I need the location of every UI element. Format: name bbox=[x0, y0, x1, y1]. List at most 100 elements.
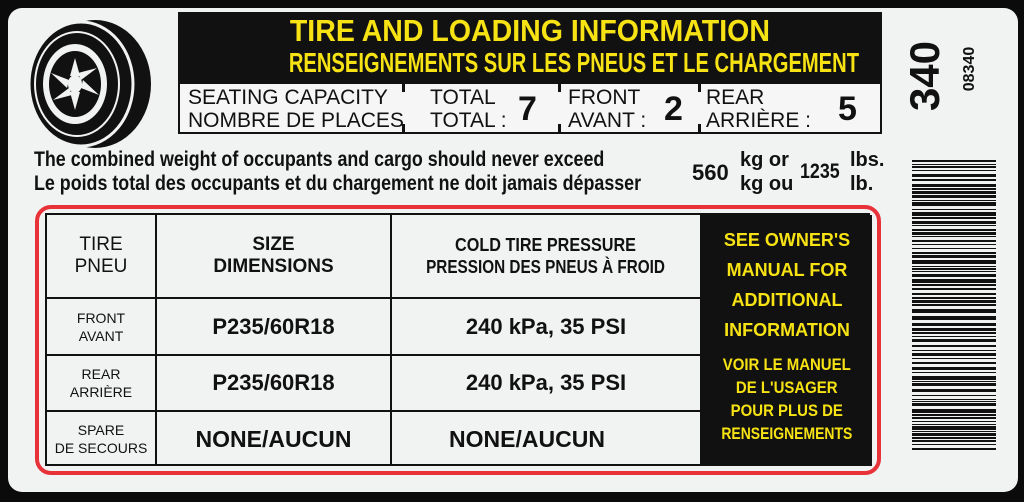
barcode-bar bbox=[912, 164, 996, 165]
barcode-bar bbox=[912, 376, 996, 380]
barcode-bar bbox=[912, 328, 996, 331]
row-rear-label: REAR ARRIÈRE bbox=[69, 366, 133, 400]
total-label-en: TOTAL bbox=[430, 86, 496, 109]
weight-lbs: 1235 bbox=[800, 160, 840, 183]
title-en: TIRE AND LOADING INFORMATION bbox=[289, 13, 771, 48]
barcode-bar bbox=[912, 252, 996, 254]
barcode-bar bbox=[912, 304, 996, 306]
total-label-fr: TOTAL : bbox=[430, 109, 507, 132]
barcode-bar bbox=[912, 184, 996, 187]
barcode-bar bbox=[912, 409, 996, 413]
barcode-bar bbox=[912, 284, 996, 286]
barcode-bar bbox=[912, 236, 996, 237]
barcode-bar bbox=[912, 437, 996, 439]
front-label-en: FRONT bbox=[568, 86, 641, 109]
barcode-bar bbox=[912, 248, 996, 249]
barcode-bar bbox=[912, 221, 996, 224]
barcode-bar bbox=[912, 160, 996, 162]
barcode-bar bbox=[912, 383, 996, 386]
barcode-bar bbox=[912, 381, 996, 382]
barcode-bar bbox=[912, 202, 996, 206]
barcode-bar bbox=[912, 421, 996, 422]
barcode-bar bbox=[912, 179, 996, 181]
barcode-bar bbox=[912, 212, 996, 216]
row-spare-pressure: NONE/AUCUN bbox=[449, 425, 605, 452]
barcode-bar bbox=[912, 448, 996, 450]
barcode-bar bbox=[912, 188, 996, 190]
barcode-bar bbox=[912, 195, 996, 198]
tire-pressure-table: TIRE PNEU SIZE DIMENSIONS COLD TIRE PRESSU… bbox=[45, 213, 872, 466]
barcode-bar bbox=[912, 166, 996, 168]
row-spare-size: NONE/AUCUN bbox=[195, 425, 352, 452]
rear-label-fr: ARRIÈRE : bbox=[706, 109, 812, 132]
red-border bbox=[35, 205, 881, 475]
barcode-bar bbox=[912, 350, 996, 351]
barcode-bar bbox=[912, 345, 996, 347]
barcode-bar bbox=[912, 309, 996, 313]
barcode-bar bbox=[912, 293, 996, 295]
lbs-en: lbs. bbox=[850, 149, 885, 171]
barcode-bar bbox=[912, 332, 996, 334]
barcode-bar bbox=[912, 323, 996, 326]
seating-label-en: SEATING CAPACITY bbox=[188, 86, 388, 109]
barcode-bar bbox=[912, 440, 996, 442]
weight-text-en: The combined weight of occupants and car… bbox=[34, 148, 605, 171]
barcode-bar bbox=[912, 274, 996, 277]
weight-statement: The combined weight of occupants and car… bbox=[34, 148, 748, 196]
barcode-bar bbox=[912, 372, 996, 373]
barcode-bar bbox=[912, 358, 996, 359]
barcode-bar bbox=[912, 426, 996, 430]
barcode-bar bbox=[912, 399, 996, 400]
barcode-bar bbox=[912, 271, 996, 272]
rear-value: 5 bbox=[838, 90, 857, 128]
barcode-bar bbox=[912, 336, 996, 337]
barcode-bar bbox=[912, 444, 996, 445]
barcode-bar bbox=[912, 225, 996, 226]
weight-text-fr: Le poids total des occupants et du charg… bbox=[34, 172, 642, 195]
barcode bbox=[912, 160, 996, 456]
total-value: 7 bbox=[518, 90, 537, 128]
header-tire: TIRE PNEU bbox=[74, 234, 128, 277]
barcode-bar bbox=[912, 362, 996, 364]
header-banner: TIRE AND LOADING INFORMATION RENSEIGNEME… bbox=[178, 12, 882, 82]
barcode-bar bbox=[912, 389, 996, 392]
row-rear-size: P235/60R18 bbox=[212, 370, 335, 395]
barcode-bar bbox=[912, 433, 996, 436]
barcode-bar bbox=[912, 244, 996, 245]
barcode-bar bbox=[912, 240, 996, 242]
barcode-bar bbox=[912, 414, 996, 416]
barcode-bar bbox=[912, 300, 996, 303]
barcode-bar bbox=[912, 229, 996, 231]
seating-label-fr: NOMBRE DE PLACES bbox=[188, 109, 404, 132]
row-front-pressure: 240 kPa, 35 PSI bbox=[465, 313, 627, 339]
row-front-label: FRONT AVANT bbox=[76, 309, 126, 344]
header-pressure: COLD TIRE PRESSURE PRESSION DES PNEUS À F… bbox=[426, 235, 666, 277]
row-rear-pressure: 240 kPa, 35 PSI bbox=[465, 370, 627, 395]
rear-label-en: REAR bbox=[706, 86, 765, 109]
barcode-bar bbox=[912, 316, 996, 320]
weight-kg: 560 bbox=[692, 160, 729, 185]
barcode-bar bbox=[912, 174, 996, 177]
barcode-bar bbox=[912, 200, 996, 201]
barcode-bar bbox=[912, 209, 996, 210]
barcode-bar bbox=[912, 417, 996, 419]
front-value: 2 bbox=[664, 90, 683, 128]
barcode-bar bbox=[912, 260, 996, 264]
code-large: 340 bbox=[901, 40, 948, 112]
barcode-bar bbox=[912, 232, 996, 235]
header-size: SIZE DIMENSIONS bbox=[213, 234, 334, 277]
row-spare-label: SPARE DE SECOURS bbox=[54, 422, 148, 456]
owners-manual-note: SEE OWNER'S MANUAL FOR ADDITIONAL INFORMATI… bbox=[702, 215, 872, 466]
barcode-bar bbox=[912, 353, 996, 356]
barcode-bar bbox=[912, 401, 996, 402]
barcode-bar bbox=[912, 395, 996, 396]
barcode-bar bbox=[912, 367, 996, 370]
barcode-bar bbox=[912, 288, 996, 290]
barcode-bar bbox=[912, 431, 996, 432]
barcode-bar bbox=[912, 403, 996, 406]
barcode-bar bbox=[912, 339, 996, 342]
tire-icon bbox=[27, 20, 151, 148]
barcode-bar bbox=[912, 424, 996, 425]
barcode-bar bbox=[912, 297, 996, 299]
barcode-bar bbox=[912, 170, 996, 171]
